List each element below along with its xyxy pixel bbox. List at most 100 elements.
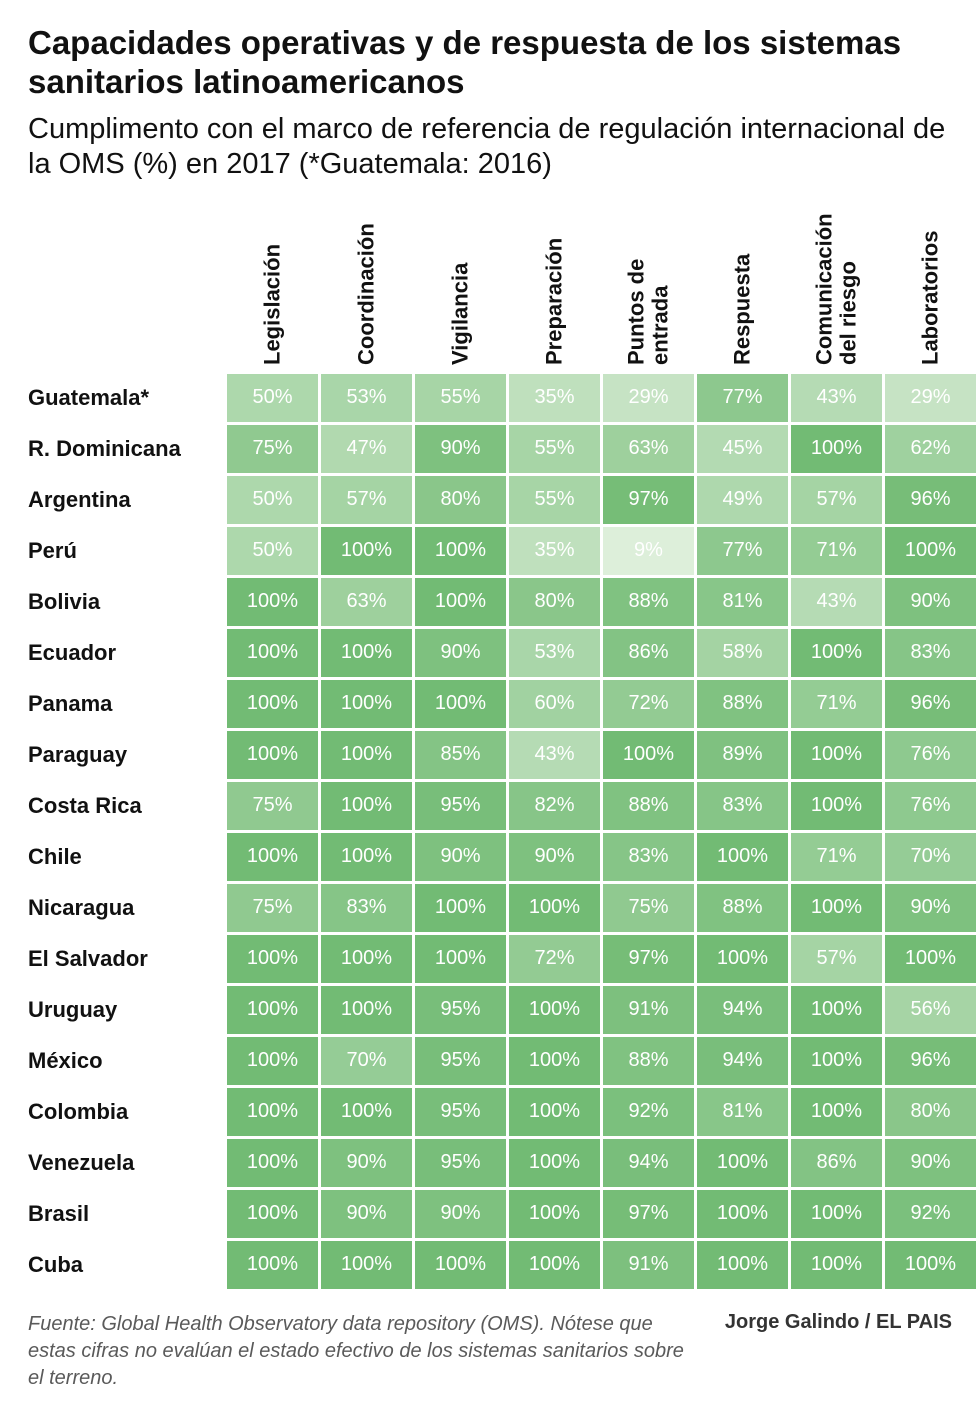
heatmap-grid: LegislaciónCoordinaciónVigilanciaPrepara… (28, 201, 952, 1289)
heatmap-cell: 91% (603, 986, 694, 1034)
heatmap-cell: 100% (791, 986, 882, 1034)
heatmap-cell: 71% (791, 833, 882, 881)
heatmap-cell: 76% (885, 782, 976, 830)
chart-subtitle: Cumplimento con el marco de referencia d… (28, 112, 952, 183)
heatmap-cell: 100% (321, 731, 412, 779)
heatmap-cell: 63% (603, 425, 694, 473)
heatmap-cell: 92% (885, 1190, 976, 1238)
heatmap-cell: 100% (697, 935, 788, 983)
heatmap-cell: 63% (321, 578, 412, 626)
heatmap-cell: 100% (509, 1088, 600, 1136)
column-header: Puntos deentrada (603, 201, 694, 371)
heatmap-cell: 90% (415, 1190, 506, 1238)
heatmap-cell: 75% (603, 884, 694, 932)
chart-title: Capacidades operativas y de respuesta de… (28, 24, 952, 102)
heatmap-cell: 100% (885, 527, 976, 575)
column-header: Preparación (509, 201, 600, 371)
heatmap-cell: 100% (791, 1241, 882, 1289)
grid-corner (28, 201, 224, 371)
heatmap-cell: 96% (885, 1037, 976, 1085)
heatmap-cell: 100% (885, 935, 976, 983)
heatmap-cell: 50% (227, 374, 318, 422)
heatmap-cell: 82% (509, 782, 600, 830)
heatmap-cell: 100% (227, 680, 318, 728)
heatmap-cell: 55% (509, 476, 600, 524)
source-text: Fuente: Global Health Observatory data r… (28, 1311, 685, 1392)
heatmap-cell: 97% (603, 935, 694, 983)
heatmap-cell: 57% (791, 476, 882, 524)
column-header: Laboratorios (885, 201, 976, 371)
heatmap-cell: 95% (415, 1139, 506, 1187)
heatmap-cell: 90% (321, 1190, 412, 1238)
heatmap-cell: 100% (791, 731, 882, 779)
credit-text: Jorge Galindo / EL PAIS (725, 1311, 952, 1334)
heatmap-cell: 96% (885, 476, 976, 524)
heatmap-cell: 43% (509, 731, 600, 779)
heatmap-cell: 90% (885, 884, 976, 932)
heatmap-cell: 100% (603, 731, 694, 779)
heatmap-cell: 97% (603, 1190, 694, 1238)
heatmap-cell: 94% (697, 986, 788, 1034)
heatmap-cell: 96% (885, 680, 976, 728)
heatmap-cell: 100% (509, 1190, 600, 1238)
column-header: Coordinación (321, 201, 412, 371)
heatmap-cell: 100% (321, 680, 412, 728)
row-label: Venezuela (28, 1139, 224, 1187)
heatmap-cell: 100% (321, 1241, 412, 1289)
heatmap-cell: 100% (791, 629, 882, 677)
heatmap-cell: 83% (697, 782, 788, 830)
heatmap-cell: 80% (509, 578, 600, 626)
heatmap-cell: 49% (697, 476, 788, 524)
heatmap-cell: 100% (415, 578, 506, 626)
heatmap-cell: 100% (791, 1037, 882, 1085)
row-label: Paraguay (28, 731, 224, 779)
heatmap-cell: 100% (227, 935, 318, 983)
heatmap-cell: 75% (227, 425, 318, 473)
heatmap-cell: 95% (415, 1037, 506, 1085)
heatmap-cell: 100% (415, 680, 506, 728)
heatmap-cell: 71% (791, 527, 882, 575)
heatmap-cell: 100% (791, 782, 882, 830)
heatmap-cell: 100% (415, 1241, 506, 1289)
heatmap-cell: 100% (509, 1241, 600, 1289)
heatmap-cell: 97% (603, 476, 694, 524)
heatmap-cell: 100% (227, 1037, 318, 1085)
heatmap-cell: 100% (227, 629, 318, 677)
heatmap-cell: 53% (509, 629, 600, 677)
heatmap-cell: 100% (227, 1139, 318, 1187)
column-header: Legislación (227, 201, 318, 371)
heatmap-cell: 100% (227, 833, 318, 881)
heatmap-cell: 81% (697, 1088, 788, 1136)
heatmap-cell: 75% (227, 782, 318, 830)
heatmap-cell: 72% (509, 935, 600, 983)
heatmap-cell: 76% (885, 731, 976, 779)
heatmap-cell: 29% (603, 374, 694, 422)
row-label: México (28, 1037, 224, 1085)
row-label: Perú (28, 527, 224, 575)
row-label: Argentina (28, 476, 224, 524)
heatmap-cell: 86% (603, 629, 694, 677)
heatmap-cell: 100% (791, 884, 882, 932)
heatmap-cell: 57% (791, 935, 882, 983)
heatmap-cell: 100% (509, 1037, 600, 1085)
heatmap-cell: 91% (603, 1241, 694, 1289)
heatmap-cell: 57% (321, 476, 412, 524)
heatmap-cell: 85% (415, 731, 506, 779)
heatmap-cell: 70% (321, 1037, 412, 1085)
heatmap-cell: 92% (603, 1088, 694, 1136)
heatmap-cell: 90% (509, 833, 600, 881)
heatmap-cell: 100% (697, 1241, 788, 1289)
heatmap-cell: 94% (697, 1037, 788, 1085)
row-label: Panama (28, 680, 224, 728)
row-label: Brasil (28, 1190, 224, 1238)
heatmap-cell: 100% (227, 731, 318, 779)
heatmap-cell: 100% (227, 1190, 318, 1238)
heatmap-cell: 83% (603, 833, 694, 881)
heatmap-cell: 90% (885, 1139, 976, 1187)
heatmap-cell: 100% (415, 884, 506, 932)
row-label: Guatemala* (28, 374, 224, 422)
heatmap-cell: 100% (509, 1139, 600, 1187)
heatmap-cell: 90% (415, 425, 506, 473)
heatmap-cell: 100% (415, 935, 506, 983)
heatmap-cell: 60% (509, 680, 600, 728)
